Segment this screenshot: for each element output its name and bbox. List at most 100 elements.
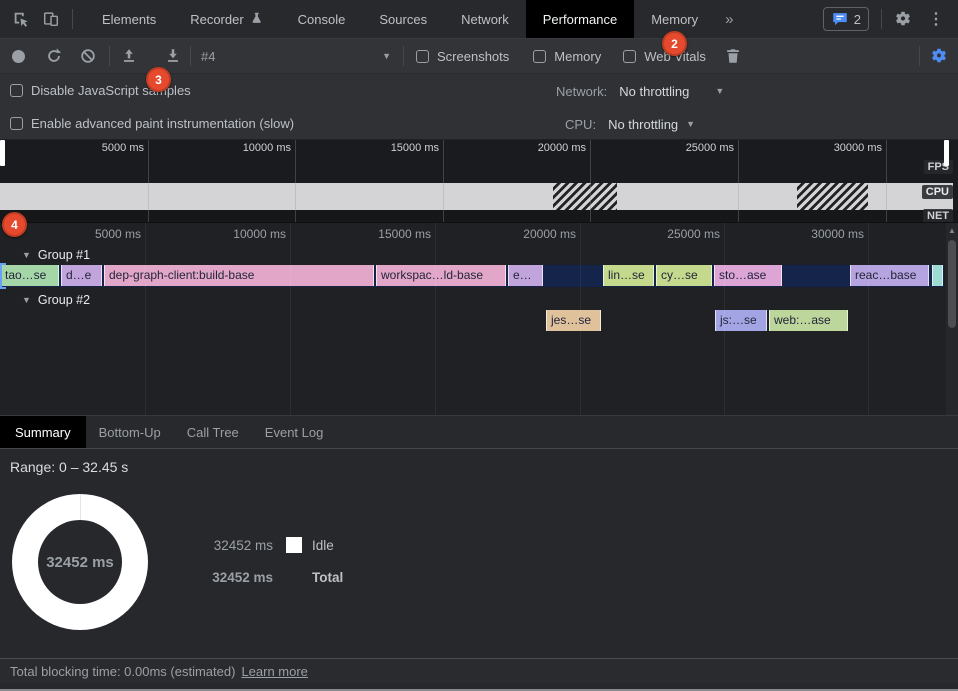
record-button[interactable]: [12, 49, 25, 63]
scroll-up-arrow-icon[interactable]: ▲: [948, 226, 956, 235]
performance-toolbar: #4 ▼ Screenshots Memory Web Vitals: [0, 39, 958, 74]
save-profile-icon[interactable]: [164, 47, 182, 65]
overview-gridline: [295, 140, 296, 222]
cpu-lane-label: CPU: [921, 185, 953, 199]
annotation-badge-4[interactable]: 4: [2, 212, 27, 237]
flame-bar[interactable]: e…: [508, 265, 543, 286]
summary-panel: Range: 0 – 32.45 s 32452 ms 32452 ms Idle…: [0, 449, 958, 658]
flame-bar[interactable]: cy…se: [656, 265, 712, 286]
console-message-count: 2: [853, 11, 861, 27]
flame-tick-label: 10000 ms: [233, 227, 286, 241]
tab-network[interactable]: Network: [461, 11, 509, 27]
console-messages-button[interactable]: 2: [822, 7, 869, 31]
summary-legend: 32452 ms Idle 32452 ms Total: [207, 537, 343, 601]
tab-call-tree[interactable]: Call Tree: [186, 424, 239, 440]
annotation-badge-3[interactable]: 3: [146, 67, 171, 92]
flame-bar[interactable]: dep-graph-client:build-base: [104, 265, 374, 286]
cpu-hatched-region: [553, 183, 617, 210]
kebab-menu-icon[interactable]: ⋮: [928, 11, 944, 28]
cpu-throttling-select[interactable]: CPU: No throttling ▼: [565, 116, 695, 132]
flame-scrollbar[interactable]: ▲: [946, 223, 958, 415]
legend-value: 32452 ms: [212, 569, 273, 585]
tab-console[interactable]: Console: [297, 11, 346, 27]
group-header-1[interactable]: ▼ Group #1: [22, 248, 91, 262]
capture-settings-gear-icon[interactable]: [930, 47, 948, 65]
learn-more-link[interactable]: Learn more: [241, 663, 308, 679]
dropdown-arrow-icon: ▼: [715, 86, 725, 96]
legend-swatch: [286, 569, 302, 585]
dropdown-arrow-icon: ▼: [382, 51, 391, 61]
flame-chart[interactable]: ▲ 5000 ms 10000 ms 15000 ms 20000 ms 25000 m…: [0, 223, 958, 415]
dropdown-arrow-icon: ▼: [686, 119, 696, 129]
overview-gridline: [148, 140, 149, 222]
flask-icon: [250, 11, 264, 28]
flame-bar[interactable]: d…e: [61, 265, 102, 286]
flame-bar[interactable]: [932, 265, 943, 286]
history-select[interactable]: #4 ▼: [201, 49, 391, 64]
flame-bar[interactable]: reac…base: [850, 265, 929, 286]
divider: [919, 46, 920, 66]
tab-summary[interactable]: Summary: [0, 416, 86, 448]
settings-gear-icon[interactable]: [894, 10, 912, 28]
paint-instrumentation-checkbox[interactable]: [10, 117, 23, 130]
inspect-element-icon[interactable]: [12, 10, 30, 28]
network-label: Network:: [556, 83, 608, 99]
flame-bar[interactable]: workspac…ld-base: [376, 265, 506, 286]
divider: [403, 46, 404, 66]
tab-bottom-up[interactable]: Bottom-Up: [98, 424, 161, 440]
clear-recording-icon[interactable]: [79, 47, 97, 65]
flame-gridline: [868, 223, 869, 415]
flame-bar[interactable]: sto…ase: [714, 265, 782, 286]
tab-sources[interactable]: Sources: [379, 11, 428, 27]
tab-recorder[interactable]: Recorder: [173, 0, 280, 38]
network-throttling-select[interactable]: Network: No throttling ▼: [556, 83, 724, 99]
trash-icon[interactable]: [724, 47, 742, 65]
scrollbar-thumb[interactable]: [948, 240, 956, 328]
checkbox-memory[interactable]: Memory: [533, 49, 601, 64]
disable-js-samples-checkbox[interactable]: [10, 84, 23, 97]
capture-checkboxes: Screenshots Memory Web Vitals: [416, 49, 706, 64]
flame-bar[interactable]: js:…se: [715, 310, 767, 331]
history-selected-value: #4: [201, 48, 216, 64]
flame-gridline: [145, 223, 146, 415]
legend-row: 32452 ms Total: [207, 569, 343, 585]
network-value: No throttling: [619, 83, 690, 99]
overview-gridline: [738, 140, 739, 222]
tab-memory[interactable]: Memory: [651, 11, 699, 27]
checkbox-screenshots[interactable]: Screenshots: [416, 49, 509, 64]
overview-right-handle[interactable]: [944, 140, 949, 166]
overview-gridline: [443, 140, 444, 222]
net-activity-band: [0, 210, 958, 222]
load-profile-icon[interactable]: [120, 47, 138, 65]
reload-and-record-icon[interactable]: [45, 47, 63, 65]
flame-tick-label: 30000 ms: [811, 227, 864, 241]
tabbar-left-icons: [0, 9, 85, 29]
disclosure-triangle-icon: ▼: [22, 295, 31, 305]
cpu-activity-band: [0, 183, 953, 210]
flame-bar[interactable]: lin…se: [603, 265, 654, 286]
devtools-tab-strip: Elements Recorder Console Sources Network Per…: [85, 0, 715, 38]
legend-swatch: [286, 537, 302, 553]
tab-performance[interactable]: Performance: [525, 0, 635, 38]
tab-elements[interactable]: Elements: [102, 11, 157, 27]
flame-bar[interactable]: jes…se: [546, 310, 601, 331]
divider: [881, 9, 882, 29]
flame-bar[interactable]: web:…ase: [769, 310, 848, 331]
message-bubble-icon: [831, 10, 849, 28]
cpu-value: No throttling: [608, 116, 679, 132]
bottom-strip: [0, 683, 958, 691]
flame-tick-label: 15000 ms: [378, 227, 431, 241]
divider: [190, 46, 191, 66]
overview-left-handle[interactable]: [0, 140, 5, 166]
checkbox-web-vitals[interactable]: Web Vitals: [623, 49, 706, 64]
flame-gridline: [435, 223, 436, 415]
flame-bar[interactable]: tao…se: [0, 265, 59, 286]
more-tabs-button[interactable]: »: [725, 10, 734, 28]
group-header-2[interactable]: ▼ Group #2: [22, 293, 91, 307]
range-text: Range: 0 – 32.45 s: [10, 459, 129, 475]
annotation-badge-2[interactable]: 2: [662, 31, 687, 56]
flame-gridline: [290, 223, 291, 415]
device-toolbar-icon[interactable]: [42, 10, 60, 28]
timeline-overview[interactable]: FPS CPU NET 5000 ms 10000 ms 15000 ms 20000…: [0, 140, 958, 223]
tab-event-log[interactable]: Event Log: [264, 424, 324, 440]
